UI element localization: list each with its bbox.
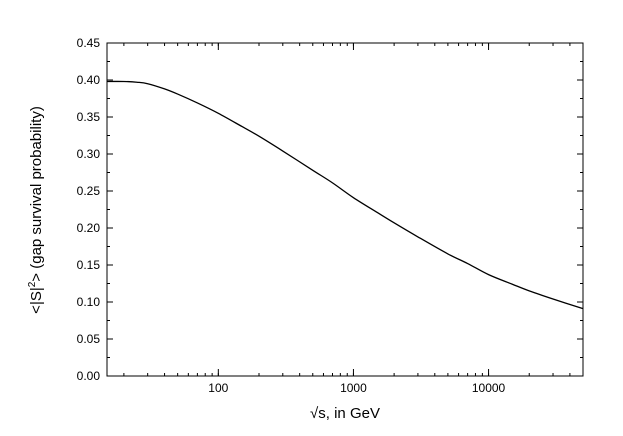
- y-tick-label: 0.00: [77, 369, 101, 383]
- plot-frame: [106, 42, 584, 377]
- series-line: [106, 80, 584, 310]
- y-tick-label: 0.40: [77, 73, 101, 87]
- x-tick-label: 10000: [472, 381, 506, 395]
- y-tick-label: 0.35: [77, 110, 101, 124]
- labels-layer: 0.00 0.05 0.10 0.15 0.20 0.25 0.30 0.35 0.40 0.45…: [77, 36, 506, 395]
- y-axis-title-suffix: > (gap survival probability): [28, 106, 45, 282]
- x-tick-label: 1000: [340, 381, 367, 395]
- y-axis-title-prefix: <|S|: [28, 287, 45, 314]
- x-axis-title: √s, in GeV: [310, 405, 380, 422]
- y-axis-title: <|S|2> (gap survival probability): [27, 106, 45, 314]
- x-tick-label: 100: [208, 381, 228, 395]
- y-tick-label: 0.10: [77, 295, 101, 309]
- y-tick-label: 0.05: [77, 332, 101, 346]
- y-tick-label: 0.45: [77, 36, 101, 50]
- y-axis-title-superscript: 2: [27, 281, 38, 287]
- y-tick-label: 0.25: [77, 184, 101, 198]
- y-tick-label: 0.20: [77, 221, 101, 235]
- y-tick-label: 0.15: [77, 258, 101, 272]
- y-tick-label: 0.30: [77, 147, 101, 161]
- ticks-layer: [107, 42, 584, 377]
